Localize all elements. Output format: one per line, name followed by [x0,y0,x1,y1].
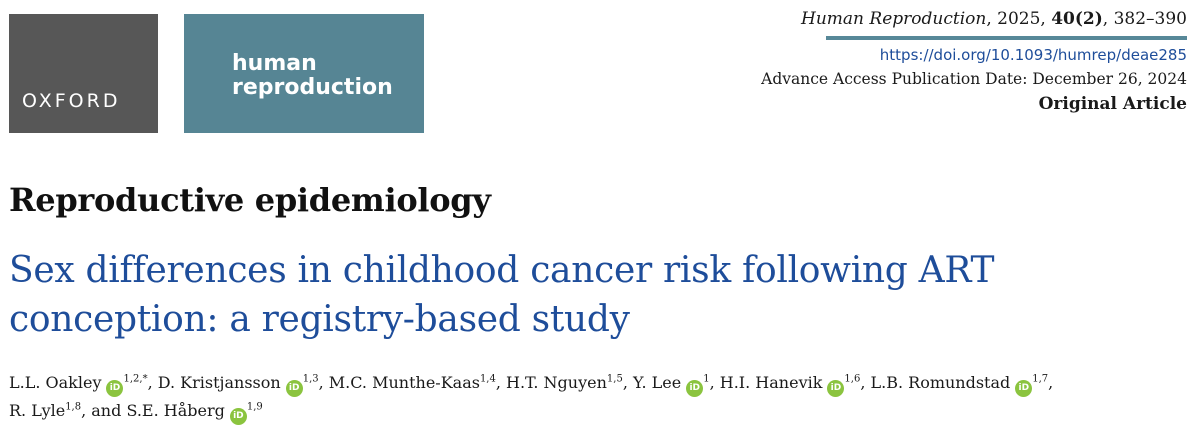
author-separator: , [147,373,158,392]
author-affiliation: 1,2,* [123,373,148,385]
orcid-icon[interactable]: iD [827,380,845,397]
section-heading: Reproductive epidemiology [9,181,491,219]
author-name[interactable]: L.B. Romundstad [870,373,1011,392]
author-affiliation: 1,7 [1032,373,1049,385]
orcid-icon[interactable]: iD [229,408,247,425]
journal-logo-line2: reproduction [232,75,393,100]
journal-year: , 2025, [986,9,1052,29]
author-separator: , [709,373,720,392]
author-affiliation: 1,8 [65,401,82,413]
orcid-icon[interactable]: iD [285,380,303,397]
author: L.B. Romundstad iD1,7, [870,373,1054,397]
author-affiliation: 1 [703,373,710,385]
author-affiliation: 1,5 [606,373,623,385]
author: L.L. Oakley iD1,2,*, [9,373,158,397]
journal-logo-line1: human [232,51,317,76]
orcid-icon[interactable]: iD [1015,380,1033,397]
author-name[interactable]: M.C. Munthe-Kaas [328,373,480,392]
author: S.E. Håberg iD1,9 [126,401,263,425]
author-name[interactable]: L.L. Oakley [9,373,102,392]
author-name[interactable]: S.E. Håberg [126,401,225,420]
author: H.T. Nguyen1,5, [506,373,633,392]
author-separator: , [622,373,633,392]
header-accent-rule [826,36,1187,40]
author-affiliation: 1,6 [844,373,861,385]
publication-date: Advance Access Publication Date: Decembe… [761,70,1187,88]
author-separator: , [860,373,871,392]
article-title: Sex differences in childhood cancer risk… [9,246,1189,344]
orcid-icon[interactable]: iD [686,380,704,397]
author-affiliation: 1,3 [302,373,319,385]
article-title-line2: conception: a registry-based study [9,299,630,340]
author-name[interactable]: H.I. Hanevik [719,373,823,392]
oxford-logo: OXFORD [9,14,158,133]
oxford-logo-text: OXFORD [22,90,121,112]
doi-link[interactable]: https://doi.org/10.1093/humrep/deae285 [879,46,1187,64]
journal-citation: Human Reproduction, 2025, 40(2), 382–390 [801,9,1187,29]
author: Y. Lee iD1, [632,373,720,397]
author-name[interactable]: D. Kristjansson [157,373,281,392]
author-separator: , [1048,373,1054,392]
author-separator: , and [81,401,127,420]
author: M.C. Munthe-Kaas1,4, [329,373,506,392]
journal-logo: human reproduction [184,14,424,133]
author-affiliation: 1,9 [246,401,263,413]
author: R. Lyle1,8, and [9,401,126,420]
author-name[interactable]: R. Lyle [9,401,66,420]
author-separator: , [495,373,507,392]
article-type: Original Article [1038,94,1187,114]
journal-name: Human Reproduction [801,9,987,29]
journal-volume: 40(2) [1051,9,1103,29]
author: D. Kristjansson iD1,3, [157,373,329,397]
author-affiliation: 1,4 [479,373,496,385]
orcid-icon[interactable]: iD [106,380,124,397]
author-name[interactable]: Y. Lee [632,373,682,392]
author: H.I. Hanevik iD1,6, [719,373,871,397]
article-title-line1: Sex differences in childhood cancer risk… [9,250,995,291]
author-name[interactable]: H.T. Nguyen [506,373,607,392]
journal-pages: , 382–390 [1102,9,1187,29]
author-list: L.L. Oakley iD1,2,*, D. Kristjansson iD1,3… [9,369,1189,425]
author-separator: , [318,373,329,392]
